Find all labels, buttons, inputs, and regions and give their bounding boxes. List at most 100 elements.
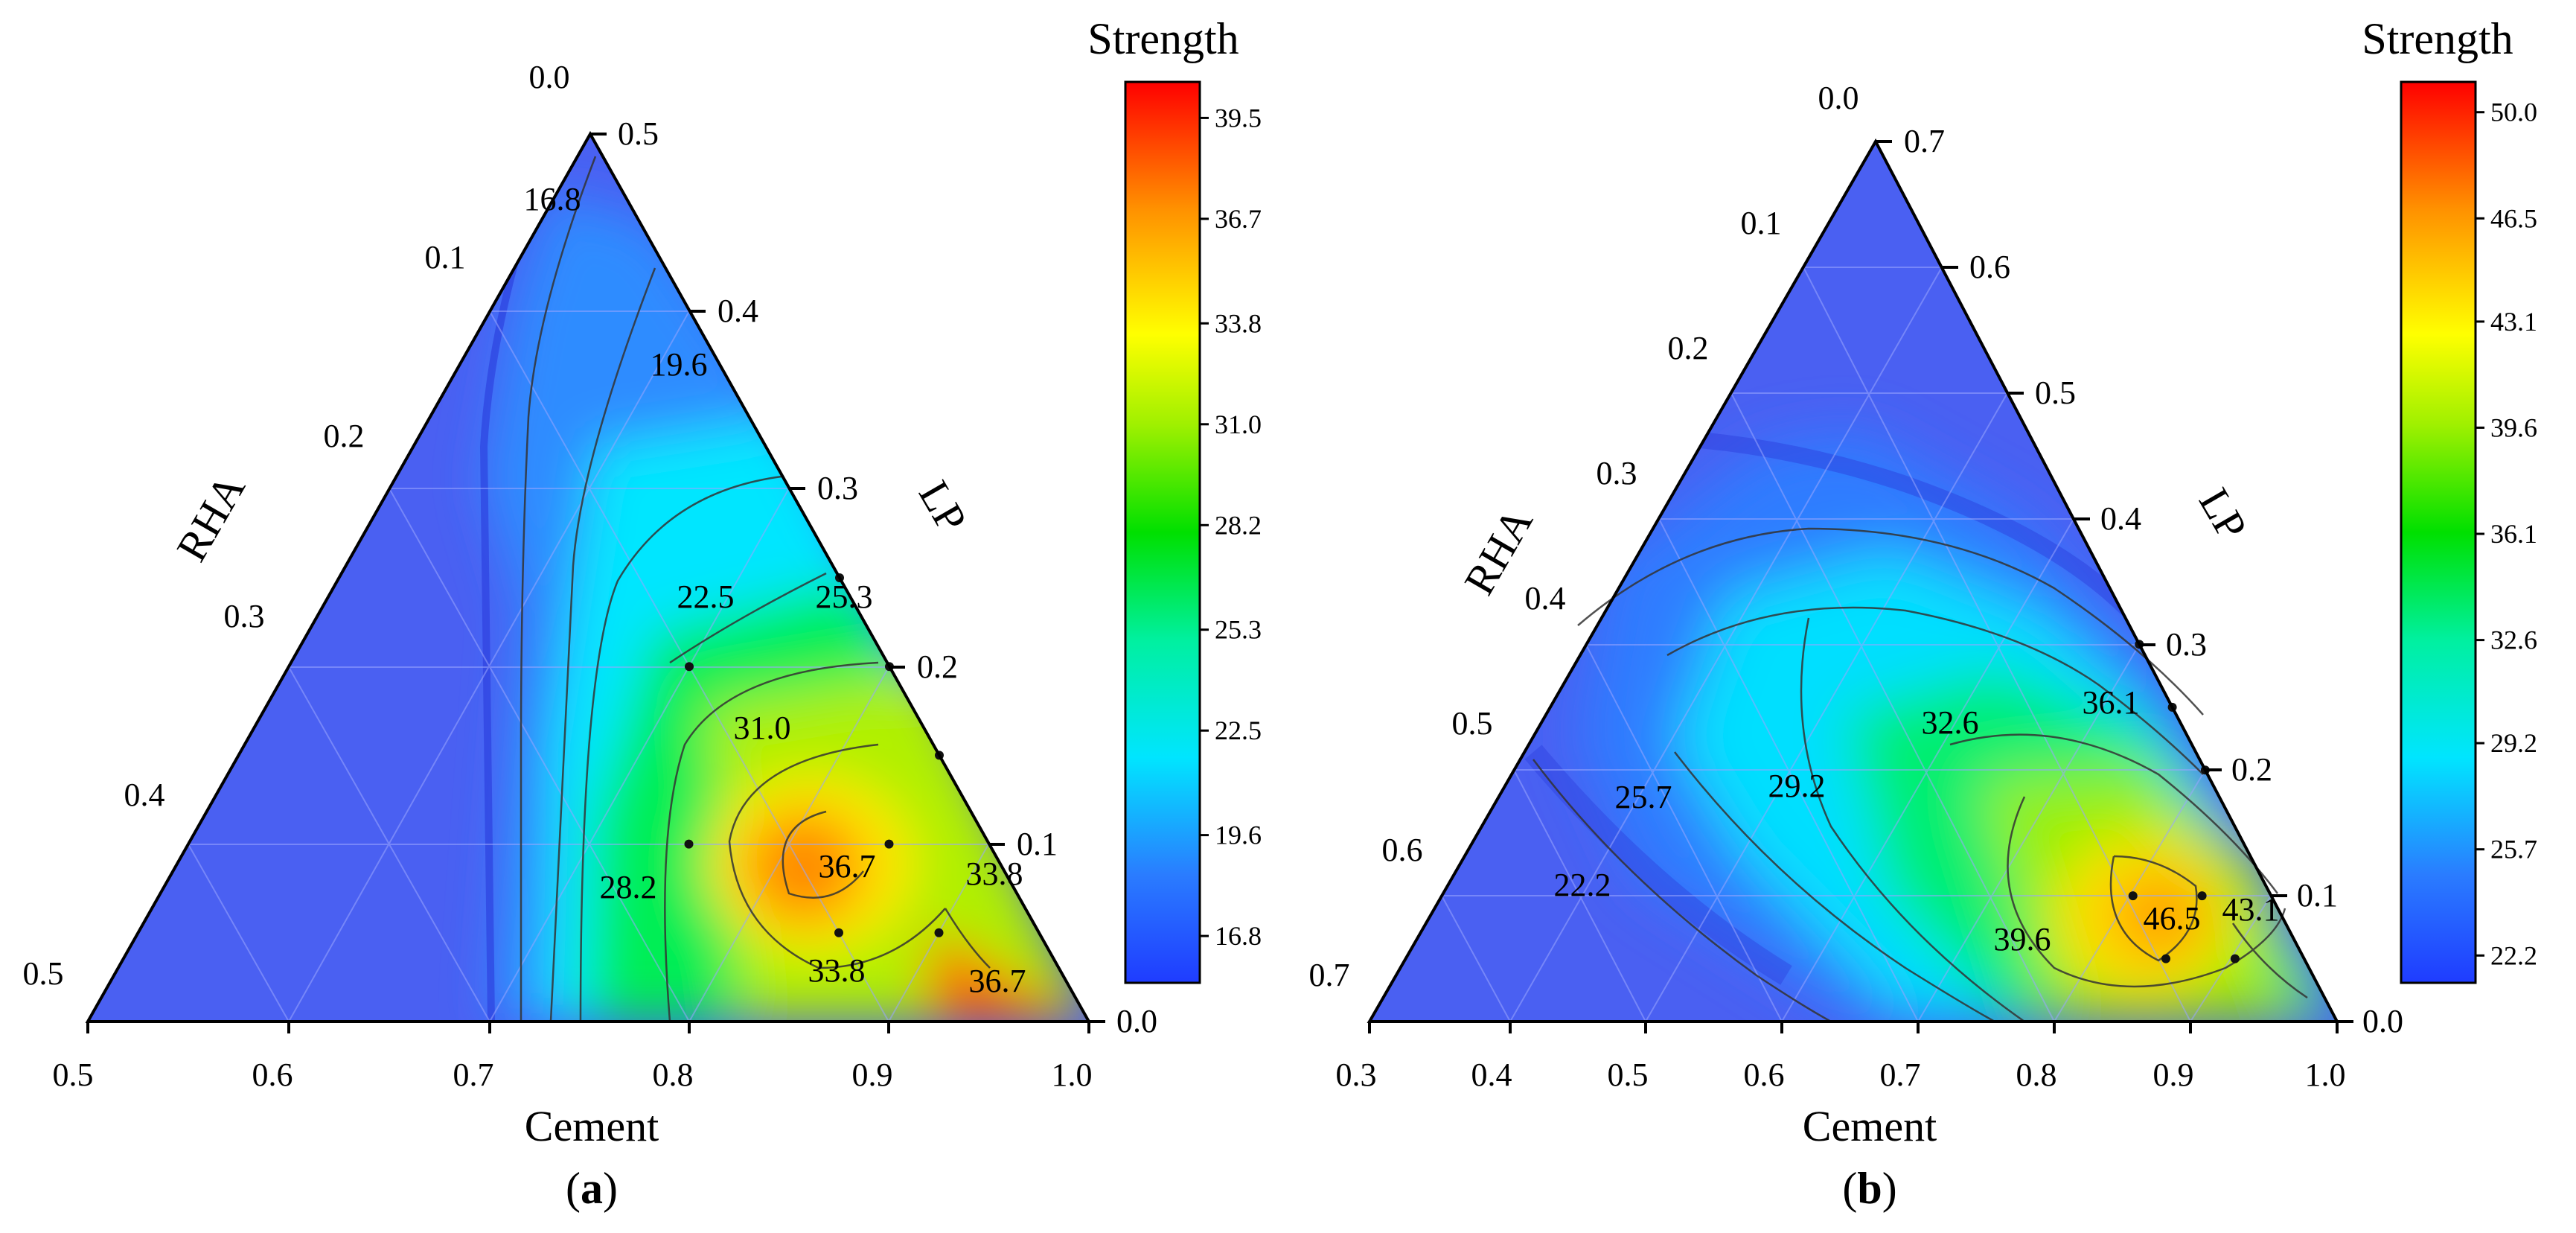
- colorbar-tick-label: 31.0: [1215, 410, 1262, 439]
- tick-label: 0.6: [1744, 1057, 1785, 1093]
- colorbar-tick-label: 39.5: [1215, 103, 1262, 133]
- colorbar-tick-label: 50.0: [2490, 98, 2537, 127]
- panel-label-a: (a): [566, 1164, 618, 1213]
- tick-label: 0.5: [1452, 705, 1493, 742]
- colorbar-tick-label: 16.8: [1215, 921, 1262, 951]
- contour-label: 16.8: [524, 181, 581, 217]
- colorbar-tick-label: 46.5: [2490, 203, 2537, 233]
- colorbar-ticks-a: 16.8 19.6 22.5 25.3 28.2 31.0 33.8 36.7 39.5: [1200, 103, 1262, 951]
- tick-label: 0.1: [2297, 877, 2338, 914]
- contour-label: 46.5: [2144, 900, 2201, 937]
- design-point: [2128, 891, 2138, 901]
- tick-label: 0.4: [2100, 500, 2141, 537]
- tick-label: 0.5: [53, 1057, 94, 1093]
- tick-label: 0.1: [1741, 205, 1782, 241]
- tick-label: 0.2: [917, 649, 958, 685]
- design-point: [934, 928, 944, 937]
- contour-label: 33.8: [808, 952, 866, 989]
- contour-label: 22.5: [677, 579, 735, 615]
- contour-label: 19.6: [651, 346, 708, 383]
- contour-label: 29.2: [1768, 768, 1826, 804]
- tick-label: 0.4: [124, 777, 165, 813]
- colorbar-b: Strength 22.2 25.7 29.2 32.6 36.1 39.6 43.1 46.…: [2362, 14, 2537, 984]
- contour-label: 25.3: [816, 579, 873, 615]
- tick-label: 0.4: [1525, 580, 1566, 616]
- tick-label: 0.1: [1017, 826, 1058, 862]
- triangle-frame-a: [85, 130, 1092, 1023]
- contour-label: 33.8: [966, 856, 1023, 892]
- tick-label: 1.0: [2305, 1057, 2346, 1093]
- contour-label: 36.7: [819, 848, 876, 885]
- grid-lines-a: [188, 310, 989, 1022]
- right-axis-ticks-b: [1876, 140, 2353, 1023]
- contour-fill-b: [1370, 141, 2337, 1022]
- colorbar-tick-label: 29.2: [2490, 728, 2537, 758]
- ternary-plot-a: 16.8 19.6 22.5 25.3 31.0 36.7 33.8 28.2 …: [23, 14, 1262, 1213]
- colorbar-tick-label: 19.6: [1215, 821, 1262, 850]
- tick-label: 0.8: [2016, 1057, 2057, 1093]
- tick-label: 0.9: [2153, 1057, 2194, 1093]
- tick-label: 0.6: [1382, 832, 1423, 868]
- colorbar-tick-label: 22.2: [2490, 940, 2537, 970]
- design-point: [684, 839, 694, 849]
- tick-label: 0.2: [2231, 751, 2272, 788]
- colorbar-ticks-b: 22.2 25.7 29.2 32.6 36.1 39.6 43.1 46.5 50.0: [2476, 98, 2537, 970]
- tick-label: 0.2: [1668, 330, 1709, 366]
- contour-lines-a: [520, 156, 991, 1022]
- tick-label: 0.0: [2362, 1003, 2403, 1039]
- tick-label: 0.1: [425, 239, 466, 275]
- contour-label: 39.6: [1994, 921, 2051, 958]
- contour-label: 36.1: [2083, 684, 2140, 721]
- tick-label: 0.7: [1904, 123, 1945, 159]
- colorbar-tick-label: 39.6: [2490, 412, 2537, 442]
- design-point: [2161, 954, 2170, 963]
- tick-label: 0.0: [1116, 1003, 1157, 1039]
- contour-labels-a: 16.8 19.6 22.5 25.3 31.0 36.7 33.8 28.2 …: [524, 181, 1026, 999]
- tick-label: 0.5: [2035, 375, 2076, 411]
- tick-label: 0.7: [453, 1057, 494, 1093]
- tick-label: 0.5: [618, 115, 659, 152]
- axis-title-lp-b: LP: [2190, 480, 2257, 548]
- colorbar-tick-label: 32.6: [2490, 625, 2537, 655]
- tick-label: 0.6: [1969, 249, 2010, 285]
- triangle-frame-b: [1367, 138, 2340, 1023]
- colorbar-title-a: Strength: [1087, 14, 1239, 63]
- tick-label: 0.0: [529, 59, 570, 95]
- tick-label: 0.5: [1608, 1057, 1649, 1093]
- colorbar-tick-label: 36.1: [2490, 519, 2537, 549]
- colorbar-tick-label: 43.1: [2490, 307, 2537, 337]
- axis-title-cement-b: Cement: [1803, 1102, 1937, 1150]
- tick-label: 0.3: [1597, 455, 1637, 491]
- design-point: [884, 839, 894, 849]
- design-point: [2230, 954, 2240, 963]
- design-point: [685, 662, 694, 672]
- ternary-plot-b: 32.6 36.1 25.7 29.2 22.2 39.6 46.5 43.1 …: [1309, 14, 2538, 1213]
- tick-label: 0.4: [1471, 1057, 1512, 1093]
- axis-title-rha-a: RHA: [167, 466, 255, 570]
- colorbar-tick-label: 22.5: [1215, 716, 1262, 745]
- contour-label: 25.7: [1615, 779, 1672, 815]
- contour-label: 36.7: [969, 963, 1026, 999]
- right-axis-labels-b: 0.7 0.6 0.5 0.4 0.3 0.2 0.1 0.0: [1904, 123, 2403, 1039]
- axis-title-lp-a: LP: [910, 473, 977, 541]
- contour-label: 32.6: [1922, 704, 1979, 741]
- tick-label: 0.8: [653, 1057, 694, 1093]
- right-axis-ticks-a: [590, 133, 1105, 1023]
- tick-label: 0.4: [717, 293, 758, 329]
- contour-labels-b: 32.6 36.1 25.7 29.2 22.2 39.6 46.5 43.1: [1554, 684, 2280, 958]
- colorbar-title-b: Strength: [2362, 14, 2513, 63]
- bottom-axis-labels-a: 0.5 0.6 0.7 0.8 0.9 1.0: [53, 1057, 1093, 1093]
- tick-label: 0.6: [252, 1057, 293, 1093]
- colorbar-tick-label: 33.8: [1215, 308, 1262, 338]
- contour-lines-b: [1533, 527, 2308, 1023]
- tick-label: 0.7: [1309, 957, 1350, 993]
- colorbar-tick-label: 36.7: [1215, 204, 1262, 234]
- contour-label: 28.2: [600, 869, 657, 905]
- tick-label: 0.0: [1818, 80, 1859, 116]
- design-point: [2197, 891, 2207, 901]
- colorbar-tick-label: 25.3: [1215, 615, 1262, 645]
- tick-label: 1.0: [1052, 1057, 1093, 1093]
- contour-fill-a: [88, 134, 1089, 1022]
- contour-label: 31.0: [734, 710, 791, 746]
